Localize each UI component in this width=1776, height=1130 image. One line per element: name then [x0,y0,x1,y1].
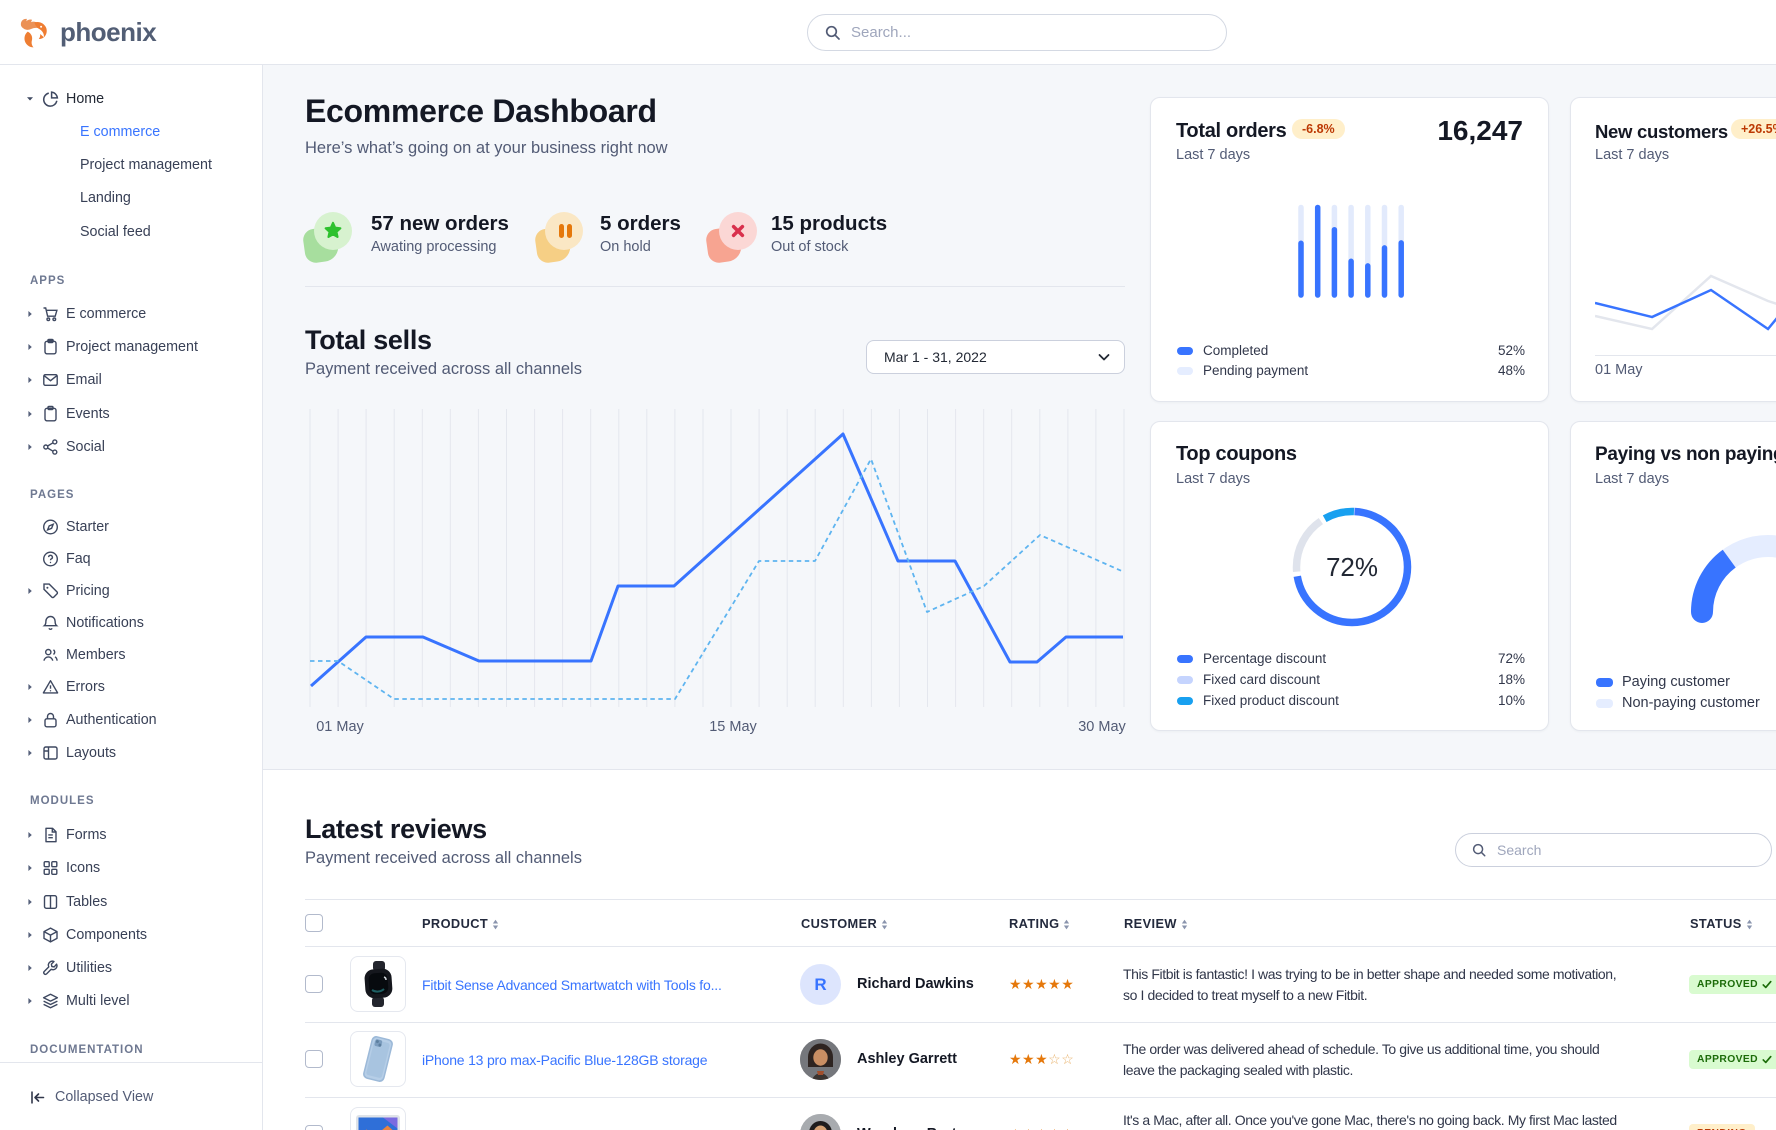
svg-text:72%: 72% [1326,552,1378,582]
svg-text:15 May: 15 May [709,719,757,735]
svg-text:30 May: 30 May [1078,719,1126,735]
svg-text:01 May: 01 May [316,719,364,735]
